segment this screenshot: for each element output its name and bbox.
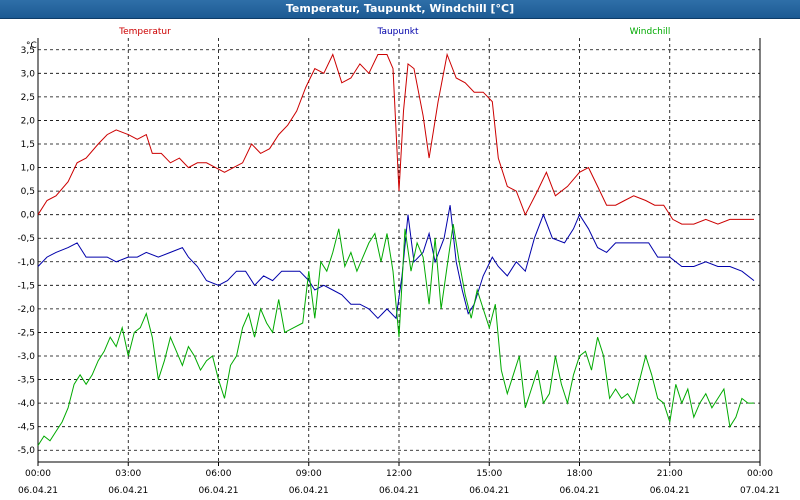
x-tick-date: 06.04.21: [198, 486, 238, 496]
y-tick-labels: 3,5 3,0 2,5 2,0 1,5 1,0 0,5 0,0 -0,5 -1,0 -1,5 -2,0…: [17, 46, 35, 456]
chart-title: Temperatur, Taupunkt, Windchill [°C]: [285, 2, 515, 15]
series-temperatur-line: [37, 52, 754, 225]
x-tick-date: 06.04.21: [469, 486, 509, 496]
series-windchill-line: [37, 224, 754, 446]
y-tick-label: -2,0: [17, 305, 35, 315]
y-tick-label: 2,5: [21, 93, 35, 103]
series-lines: [37, 52, 755, 446]
y-tick-label: 0,0: [21, 211, 36, 221]
y-tick-label: 3,0: [21, 69, 36, 79]
y-tick-label: 2,0: [21, 116, 36, 126]
y-tick-label: -1,0: [17, 258, 35, 268]
grid-lines: [38, 38, 760, 462]
x-tick-date: 07.04.21: [740, 486, 780, 496]
x-tick-time: 12:00: [386, 469, 412, 479]
legend: Temperatur Taupunkt Windchill: [118, 27, 670, 37]
x-tick-time: 03:00: [115, 469, 141, 479]
y-tick-label: 0,5: [21, 187, 35, 197]
x-tick-time: 00:00: [747, 469, 773, 479]
x-tick-date: 06.04.21: [108, 486, 148, 496]
x-tick-date: 06.04.21: [289, 486, 329, 496]
x-tick-time: 06:00: [206, 469, 232, 479]
legend-taupunkt: Taupunkt: [376, 27, 419, 37]
x-tick-date: 06.04.21: [650, 486, 690, 496]
y-tick-label: -4,0: [17, 399, 35, 409]
y-unit-label: °C: [26, 41, 37, 51]
y-tick-label: -5,0: [17, 446, 35, 456]
x-tick-time: 18:00: [567, 469, 593, 479]
y-tick-label: -3,5: [17, 376, 35, 386]
x-tick-time: 09:00: [296, 469, 322, 479]
y-tick-label: -0,5: [17, 234, 35, 244]
y-tick-label: -4,5: [17, 423, 35, 433]
x-tick-time: 15:00: [476, 469, 502, 479]
x-tick-time: 00:00: [25, 469, 51, 479]
y-tick-label: -2,5: [17, 328, 35, 338]
legend-temperatur: Temperatur: [118, 27, 171, 37]
x-tick-date: 06.04.21: [559, 486, 599, 496]
legend-windchill: Windchill: [630, 27, 671, 37]
x-tick-date: 06.04.21: [379, 486, 419, 496]
x-tick-labels: 00:00 06.04.21 03:00 06.04.21 06:00 06.04.21 0…: [18, 462, 780, 496]
y-tick-label: 1,5: [21, 140, 35, 150]
chart-title-bar: Temperatur, Taupunkt, Windchill [°C]: [0, 0, 800, 19]
x-tick-date: 06.04.21: [18, 486, 58, 496]
y-tick-label: -1,5: [17, 281, 35, 291]
y-tick-label: 3,5: [21, 46, 35, 56]
x-tick-time: 21:00: [657, 469, 683, 479]
y-tick-label: 1,0: [21, 164, 36, 174]
y-tick-label: -3,0: [17, 352, 35, 362]
